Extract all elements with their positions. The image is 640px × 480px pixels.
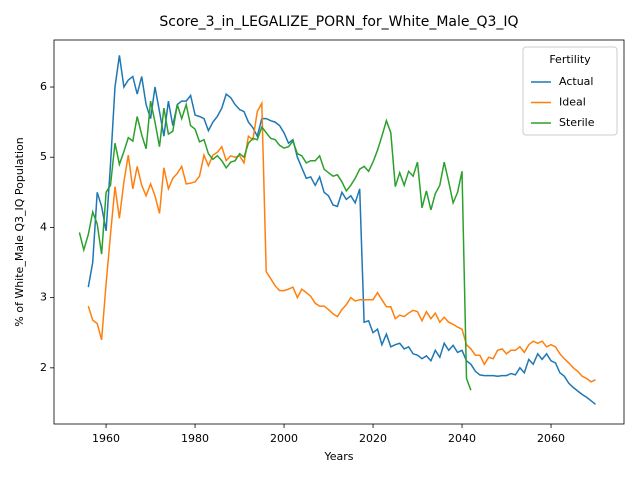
y-tick-label: 6 xyxy=(40,80,47,93)
x-tick-label: 2000 xyxy=(270,432,298,445)
y-tick-label: 5 xyxy=(40,150,47,163)
y-tick-label: 3 xyxy=(40,291,47,304)
legend-title: Fertility xyxy=(549,53,591,66)
y-tick-label: 4 xyxy=(40,220,47,233)
legend-label: Actual xyxy=(559,75,593,88)
x-axis-label: Years xyxy=(323,450,353,463)
legend: Fertility Actual Ideal Sterile xyxy=(522,46,618,136)
legend-label: Ideal xyxy=(559,96,586,109)
legend-box xyxy=(522,46,618,136)
x-tick-label: 2060 xyxy=(537,432,565,445)
chart-title: Score_3_in_LEGALIZE_PORN_for_White_Male_… xyxy=(159,14,518,30)
x-tick-label: 2020 xyxy=(359,432,387,445)
x-tick-label: 2040 xyxy=(448,432,476,445)
plot-frame xyxy=(53,39,625,425)
x-tick-label: 1960 xyxy=(92,432,120,445)
series-line xyxy=(87,55,596,405)
x-tick-label: 1980 xyxy=(181,432,209,445)
y-tick-label: 2 xyxy=(40,361,47,374)
series-line xyxy=(78,100,472,391)
legend-label: Sterile xyxy=(559,116,595,129)
series-line xyxy=(87,100,596,383)
y-axis-label: % of White_Male Q3_IQ Population xyxy=(13,137,26,326)
